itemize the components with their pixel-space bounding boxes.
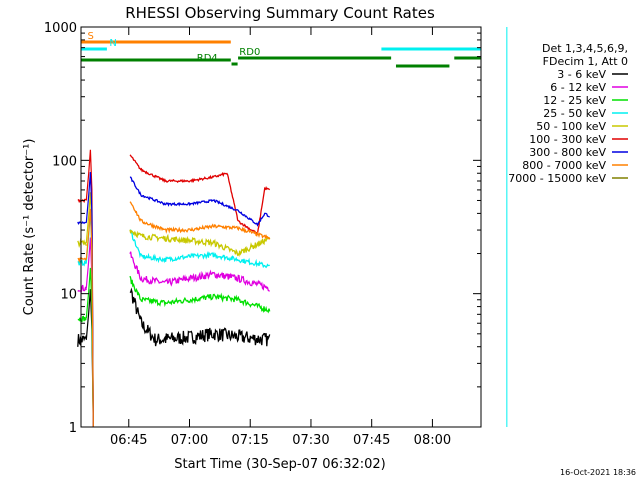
series-line — [77, 221, 87, 225]
footer-timestamp: 16-Oct-2021 18:36 — [560, 468, 636, 477]
status-bar-label: S — [87, 31, 93, 42]
legend-label: 300 - 800 keV — [529, 146, 606, 159]
legend-label: 12 - 25 keV — [543, 94, 606, 107]
series-line — [77, 284, 87, 293]
series-line — [129, 287, 271, 347]
status-bars: S N RD0 RD4 — [81, 31, 481, 68]
legend-label: 100 - 300 keV — [529, 133, 606, 146]
status-bar-label: N — [109, 38, 116, 49]
chart-title: RHESSI Observing Summary Count Rates — [125, 4, 435, 22]
x-tick-label: 07:30 — [292, 433, 329, 448]
legend-label: 25 - 50 keV — [543, 107, 606, 120]
series-line — [129, 275, 271, 314]
legend-header: Det 1,3,4,5,6,9, — [542, 42, 628, 55]
plot-area — [77, 27, 508, 428]
legend-label: 50 - 100 keV — [536, 120, 606, 133]
axis-ticks: 06:45 07:00 07:15 07:30 07:45 08:00 1 10 100 1000 — [44, 21, 481, 448]
series-line — [129, 176, 270, 227]
legend-header: FDecim 1, Att 0 — [543, 55, 628, 68]
series-line — [129, 201, 271, 240]
legend-label: 800 - 7000 keV — [522, 159, 606, 172]
series-line — [77, 259, 87, 267]
legend: Det 1,3,4,5,6,9,FDecim 1, Att 03 - 6 keV… — [508, 42, 628, 185]
x-tick-label: 08:00 — [414, 433, 451, 448]
series-line — [77, 238, 87, 249]
y-tick-label: 1 — [69, 421, 77, 436]
series-line — [77, 334, 87, 347]
series-line — [129, 251, 270, 292]
legend-label: 3 - 6 keV — [557, 68, 606, 81]
x-tick-label: 07:00 — [171, 433, 208, 448]
y-axis-label: Count Rate (s⁻¹ detector⁻¹) — [22, 139, 37, 316]
y-tick-label: 10 — [60, 288, 77, 303]
series-line — [129, 229, 271, 257]
y-tick-label: 1000 — [44, 21, 77, 36]
x-axis-label: Start Time (30-Sep-07 06:32:02) — [174, 457, 385, 472]
series-line — [77, 315, 87, 323]
plot-frame — [80, 26, 482, 428]
series-spike — [85, 208, 94, 428]
status-bar-label: RD0 — [239, 47, 260, 58]
status-bar-label: RD4 — [197, 53, 218, 64]
x-tick-label: 07:45 — [353, 433, 390, 448]
legend-label: 6 - 12 keV — [550, 81, 606, 94]
y-tick-label: 100 — [52, 154, 77, 169]
legend-label: 7000 - 15000 keV — [508, 172, 606, 185]
x-tick-label: 06:45 — [110, 433, 147, 448]
series-line — [129, 154, 271, 236]
x-tick-label: 07:15 — [231, 433, 268, 448]
series-line — [129, 229, 271, 269]
series-line — [77, 257, 87, 264]
